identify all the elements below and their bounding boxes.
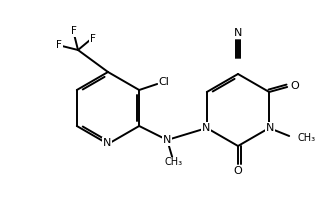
Text: F: F — [90, 34, 96, 44]
Text: F: F — [71, 26, 77, 36]
Text: N: N — [163, 135, 171, 145]
Text: N: N — [234, 28, 242, 38]
Text: N: N — [266, 123, 274, 133]
Text: CH₃: CH₃ — [164, 157, 182, 167]
Text: N: N — [103, 138, 111, 148]
Text: F: F — [56, 40, 62, 50]
Text: CH₃: CH₃ — [297, 133, 315, 143]
Text: Cl: Cl — [159, 77, 170, 87]
Text: N: N — [202, 123, 210, 133]
Text: O: O — [233, 166, 242, 176]
Text: O: O — [291, 81, 300, 91]
